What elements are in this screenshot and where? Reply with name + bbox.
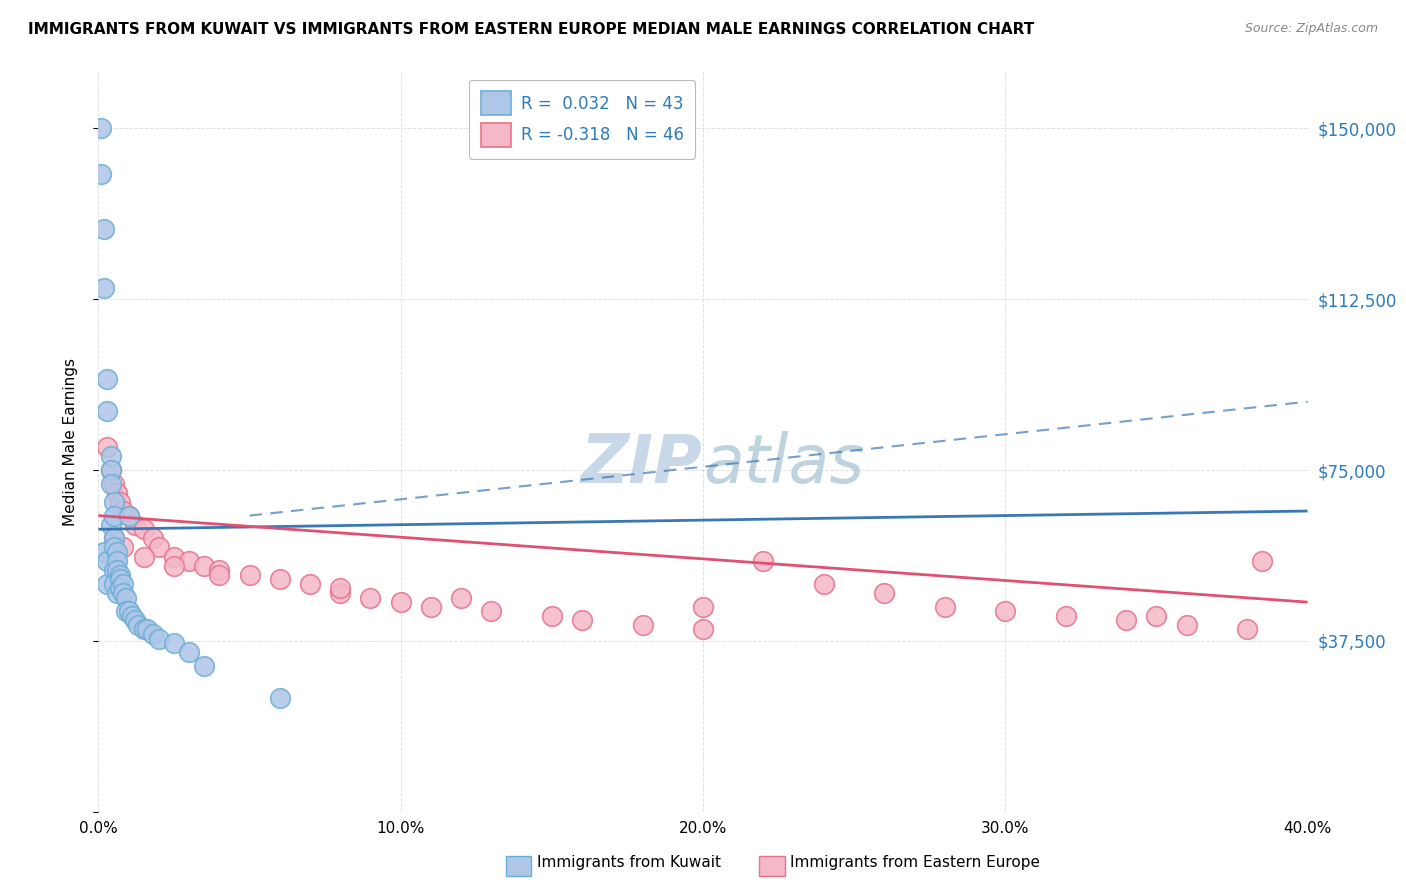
Point <box>108 495 131 509</box>
Point <box>163 636 186 650</box>
Point <box>692 599 714 614</box>
Point <box>571 613 593 627</box>
Point <box>118 604 141 618</box>
Point <box>631 618 654 632</box>
Point <box>103 532 125 546</box>
Point <box>111 577 134 591</box>
Point <box>239 567 262 582</box>
Point <box>114 604 136 618</box>
Point <box>329 586 352 600</box>
Point <box>111 504 134 518</box>
Point <box>148 632 170 646</box>
Point <box>1251 554 1274 568</box>
Point <box>96 372 118 386</box>
Point <box>103 476 125 491</box>
Point <box>389 595 412 609</box>
Point <box>1175 618 1198 632</box>
Point <box>103 541 125 555</box>
Point <box>148 541 170 555</box>
Point <box>105 563 128 577</box>
Legend: R =  0.032   N = 43, R = -0.318   N = 46: R = 0.032 N = 43, R = -0.318 N = 46 <box>470 79 695 159</box>
Point <box>103 495 125 509</box>
Point <box>1054 608 1077 623</box>
Point <box>118 508 141 523</box>
Point <box>934 599 956 614</box>
Point <box>103 532 125 546</box>
Point <box>208 563 231 577</box>
Point <box>179 645 201 659</box>
Point <box>360 591 382 605</box>
Point <box>132 623 155 637</box>
Point <box>142 627 165 641</box>
Point <box>450 591 472 605</box>
Text: Source: ZipAtlas.com: Source: ZipAtlas.com <box>1244 22 1378 36</box>
Point <box>124 517 146 532</box>
Point <box>100 476 122 491</box>
Point <box>420 599 443 614</box>
Point <box>105 554 128 568</box>
Text: atlas: atlas <box>703 431 865 497</box>
Point <box>100 463 122 477</box>
Point <box>96 440 118 454</box>
Point <box>100 517 122 532</box>
Point <box>1144 608 1167 623</box>
Text: ZIP: ZIP <box>581 431 703 497</box>
Point <box>111 586 134 600</box>
Point <box>269 690 291 705</box>
Point <box>121 608 143 623</box>
Point <box>124 613 146 627</box>
Point <box>135 623 157 637</box>
Point <box>96 554 118 568</box>
Point <box>103 563 125 577</box>
Point <box>105 485 128 500</box>
Point <box>269 573 291 587</box>
Point <box>299 577 322 591</box>
Point <box>127 618 149 632</box>
Point <box>329 582 352 596</box>
Text: Immigrants from Eastern Europe: Immigrants from Eastern Europe <box>790 855 1040 870</box>
Y-axis label: Median Male Earnings: Median Male Earnings <box>63 358 77 525</box>
Point <box>873 586 896 600</box>
Point <box>208 567 231 582</box>
Point <box>142 532 165 546</box>
Point <box>692 623 714 637</box>
Point <box>108 573 131 587</box>
Point <box>752 554 775 568</box>
Point <box>96 404 118 418</box>
Point <box>540 608 562 623</box>
Point <box>114 591 136 605</box>
Point <box>103 577 125 591</box>
Point <box>163 558 186 573</box>
Point <box>105 586 128 600</box>
Point <box>179 554 201 568</box>
Text: IMMIGRANTS FROM KUWAIT VS IMMIGRANTS FROM EASTERN EUROPE MEDIAN MALE EARNINGS CO: IMMIGRANTS FROM KUWAIT VS IMMIGRANTS FRO… <box>28 22 1035 37</box>
Point <box>103 508 125 523</box>
Point <box>93 221 115 235</box>
Point <box>163 549 186 564</box>
Point <box>481 604 503 618</box>
Point <box>100 450 122 464</box>
Point <box>1236 623 1258 637</box>
Point <box>132 549 155 564</box>
Point <box>108 582 131 596</box>
Point <box>108 567 131 582</box>
Point <box>90 121 112 136</box>
Point <box>193 558 215 573</box>
Point <box>111 541 134 555</box>
Point <box>100 463 122 477</box>
Point <box>93 545 115 559</box>
Point <box>813 577 835 591</box>
Point <box>994 604 1017 618</box>
Point <box>1115 613 1137 627</box>
Point <box>96 577 118 591</box>
Point <box>105 545 128 559</box>
Point <box>132 522 155 536</box>
Point <box>93 281 115 295</box>
Point <box>193 659 215 673</box>
Point <box>90 167 112 181</box>
Point <box>118 508 141 523</box>
Text: Immigrants from Kuwait: Immigrants from Kuwait <box>537 855 721 870</box>
